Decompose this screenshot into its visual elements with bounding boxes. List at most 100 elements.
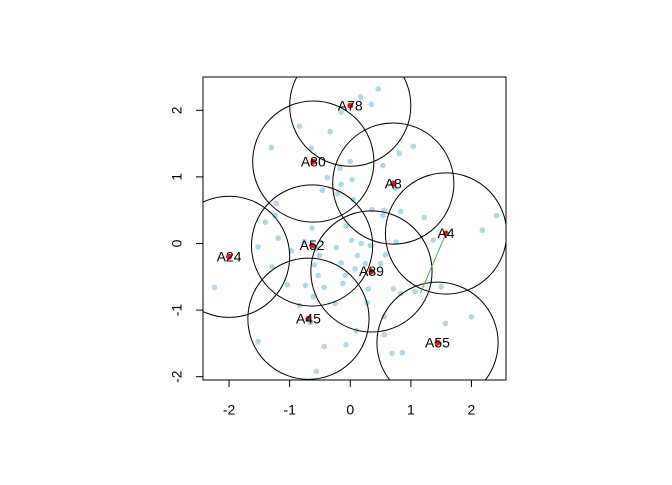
point: [479, 227, 486, 233]
point: [348, 237, 355, 243]
point: [284, 281, 291, 288]
point: [468, 313, 475, 320]
point: [350, 196, 357, 203]
point: [275, 235, 281, 241]
point: [380, 162, 386, 169]
point: [342, 272, 349, 279]
center-point: [347, 102, 354, 109]
point: [397, 208, 404, 215]
point: [362, 260, 369, 267]
y-tick-label: -1: [169, 304, 185, 317]
center-point: [390, 180, 397, 187]
point: [390, 285, 397, 292]
point: [380, 212, 386, 219]
point: [211, 284, 218, 291]
neighborhood-circle: [376, 281, 499, 380]
point: [430, 237, 437, 243]
point: [369, 206, 375, 213]
x-tick-label: 0: [346, 402, 354, 418]
center-label: A89: [359, 263, 384, 279]
point: [399, 349, 406, 356]
point: [296, 123, 303, 130]
point: [381, 313, 387, 320]
point: [273, 200, 280, 207]
point: [338, 259, 344, 266]
plot-box: [202, 76, 507, 381]
point: [340, 280, 346, 287]
point: [358, 240, 364, 247]
point: [316, 252, 323, 259]
point: [381, 331, 387, 338]
point: [272, 212, 278, 219]
y-tick-label: -2: [169, 370, 185, 383]
point: [288, 248, 295, 254]
plot-area: [203, 77, 506, 380]
point: [392, 185, 398, 192]
center-point: [305, 315, 312, 322]
neighborhood-circle: [247, 257, 370, 380]
link-segment: [420, 233, 447, 293]
center-label: A80: [301, 153, 326, 169]
point: [321, 343, 328, 350]
neighborhood-circle: [310, 210, 433, 333]
center-point: [226, 253, 233, 260]
point: [296, 302, 303, 309]
center-label: A52: [300, 237, 325, 253]
point: [311, 261, 318, 268]
point: [334, 190, 341, 197]
y-tick-label: 1: [169, 173, 185, 181]
point: [343, 341, 349, 348]
point: [255, 338, 261, 345]
center-label: A55: [425, 334, 450, 350]
point: [313, 368, 320, 375]
point: [255, 244, 261, 250]
point: [421, 214, 427, 221]
neighborhood-circle: [384, 172, 506, 295]
point: [262, 219, 269, 225]
center-point: [368, 268, 375, 275]
point: [337, 165, 343, 172]
point: [368, 101, 375, 108]
point: [315, 272, 321, 279]
neighborhood-circle: [332, 122, 455, 245]
point: [396, 150, 403, 157]
point: [412, 288, 418, 295]
center-label: A45: [296, 310, 321, 326]
point: [367, 242, 374, 249]
point: [397, 290, 404, 297]
center-label: A4: [437, 225, 454, 241]
point: [365, 285, 372, 292]
x-tick-label: 1: [407, 402, 415, 418]
y-tick-label: 0: [169, 239, 185, 247]
point: [309, 225, 315, 231]
center-point: [434, 339, 441, 346]
point: [301, 238, 308, 245]
neighborhood-circle: [250, 184, 374, 307]
center-label: A78: [338, 97, 363, 113]
point: [321, 284, 328, 291]
point: [389, 350, 395, 357]
center-point: [443, 230, 450, 237]
point: [442, 320, 449, 327]
point: [343, 223, 349, 229]
point: [269, 263, 275, 270]
point: [382, 252, 389, 258]
point: [333, 244, 340, 251]
neighborhood-circle: [203, 195, 291, 318]
point: [338, 109, 344, 116]
center-point: [310, 158, 317, 165]
point: [377, 260, 384, 267]
point: [357, 94, 364, 100]
point: [353, 327, 360, 334]
point: [493, 212, 500, 219]
center-label: A24: [217, 249, 242, 265]
point: [310, 293, 317, 300]
point: [410, 143, 417, 150]
x-tick-label: -2: [223, 402, 236, 418]
point: [319, 187, 326, 194]
point: [302, 282, 309, 289]
point: [438, 283, 444, 290]
point: [324, 174, 331, 181]
point: [352, 265, 358, 272]
